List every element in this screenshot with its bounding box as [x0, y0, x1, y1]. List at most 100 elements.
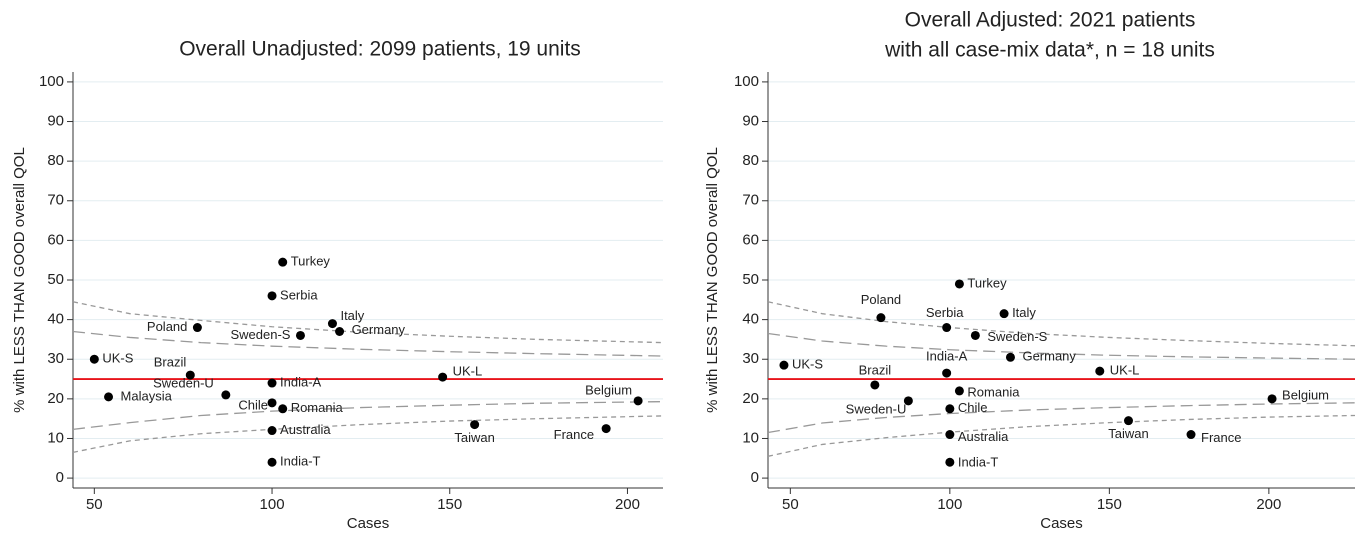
point [185, 370, 195, 380]
point-label: Italy [1012, 305, 1036, 320]
point [1005, 352, 1015, 362]
point-label: Sweden-U [846, 401, 907, 416]
point [104, 392, 114, 402]
y-tick-label: 70 [742, 192, 759, 209]
point-label: Chile [238, 397, 268, 412]
funnel-limit [767, 301, 1356, 347]
point [954, 279, 964, 289]
point-label: Germany [352, 322, 406, 337]
point [1123, 416, 1133, 426]
point-label: Belgium [585, 382, 632, 397]
y-tick-label: 60 [47, 231, 64, 248]
point [903, 396, 913, 406]
y-tick-label: 10 [742, 429, 759, 446]
point-label: Brazil [154, 355, 187, 370]
point-label: UK-L [1110, 363, 1140, 378]
y-tick-label: 90 [47, 112, 64, 129]
point [970, 330, 980, 340]
point [779, 360, 789, 370]
point [470, 420, 480, 430]
point-label: Romania [291, 400, 344, 415]
point-label: Brazil [859, 362, 892, 377]
point [295, 330, 305, 340]
point [1186, 430, 1196, 440]
y-tick-label: 20 [47, 390, 64, 407]
point [335, 327, 345, 337]
point-label: France [1201, 430, 1241, 445]
point-label: Italy [340, 308, 364, 323]
point [876, 313, 886, 323]
point [267, 426, 277, 436]
point-label: Australia [280, 422, 331, 437]
y-tick-label: 40 [742, 311, 759, 328]
y-tick-label: 0 [751, 469, 759, 486]
point-label: Sweden-U [153, 375, 214, 390]
point [278, 404, 288, 414]
point-label: Sweden-S [230, 327, 290, 342]
point-label: Sweden-S [987, 329, 1047, 344]
point [267, 457, 277, 467]
point-label: Serbia [926, 305, 964, 320]
point [945, 404, 955, 414]
y-axis-label: % with LESS THAN GOOD overall QOL [704, 147, 721, 413]
y-tick-label: 80 [742, 152, 759, 169]
point-label: UK-S [102, 351, 133, 366]
funnel-limit [767, 414, 1356, 457]
y-tick-label: 30 [742, 350, 759, 367]
point [942, 368, 952, 378]
point-label: Romania [967, 384, 1020, 399]
x-tick-label: 100 [937, 496, 962, 513]
x-tick-label: 50 [86, 496, 103, 513]
x-tick-label: 150 [1097, 496, 1122, 513]
funnel-limit [72, 301, 664, 344]
point-label: Malaysia [121, 388, 173, 403]
point-label: Taiwan [454, 430, 494, 445]
point [601, 424, 611, 434]
point-label: UK-S [792, 357, 823, 372]
y-tick-label: 10 [47, 429, 64, 446]
point [267, 378, 277, 388]
point [267, 398, 277, 408]
point [1095, 366, 1105, 376]
point [633, 396, 643, 406]
point-label: Poland [147, 319, 187, 334]
point [870, 380, 880, 390]
point-label: France [554, 427, 594, 442]
point [267, 291, 277, 301]
y-tick-label: 0 [56, 469, 64, 486]
funnel-limit [72, 400, 664, 431]
y-tick-label: 60 [742, 231, 759, 248]
point-label: Turkey [967, 275, 1007, 290]
point-label: Australia [958, 429, 1009, 444]
point-label: Poland [861, 292, 901, 307]
point [278, 257, 288, 267]
x-tick-label: 150 [437, 496, 462, 513]
y-tick-label: 100 [39, 73, 64, 90]
point-label: UK-L [453, 364, 483, 379]
y-tick-label: 90 [742, 112, 759, 129]
y-tick-label: 30 [47, 350, 64, 367]
point [1267, 394, 1277, 404]
point [999, 309, 1009, 319]
point-label: India-T [280, 454, 321, 469]
funnel-limit [72, 415, 664, 453]
point [954, 386, 964, 396]
point [89, 354, 99, 364]
y-tick-label: 70 [47, 192, 64, 209]
point-label: Belgium [1282, 387, 1329, 402]
y-tick-label: 20 [742, 390, 759, 407]
point-label: Turkey [291, 254, 331, 269]
y-tick-label: 50 [742, 271, 759, 288]
point [945, 430, 955, 440]
funnel-limit [72, 330, 664, 357]
point [438, 372, 448, 382]
point [221, 390, 231, 400]
point [327, 319, 337, 329]
y-tick-label: 80 [47, 152, 64, 169]
point-label: India-A [280, 374, 322, 389]
y-tick-label: 100 [734, 73, 759, 90]
point [192, 323, 202, 333]
y-tick-label: 50 [47, 271, 64, 288]
funnel-limit [767, 402, 1356, 434]
